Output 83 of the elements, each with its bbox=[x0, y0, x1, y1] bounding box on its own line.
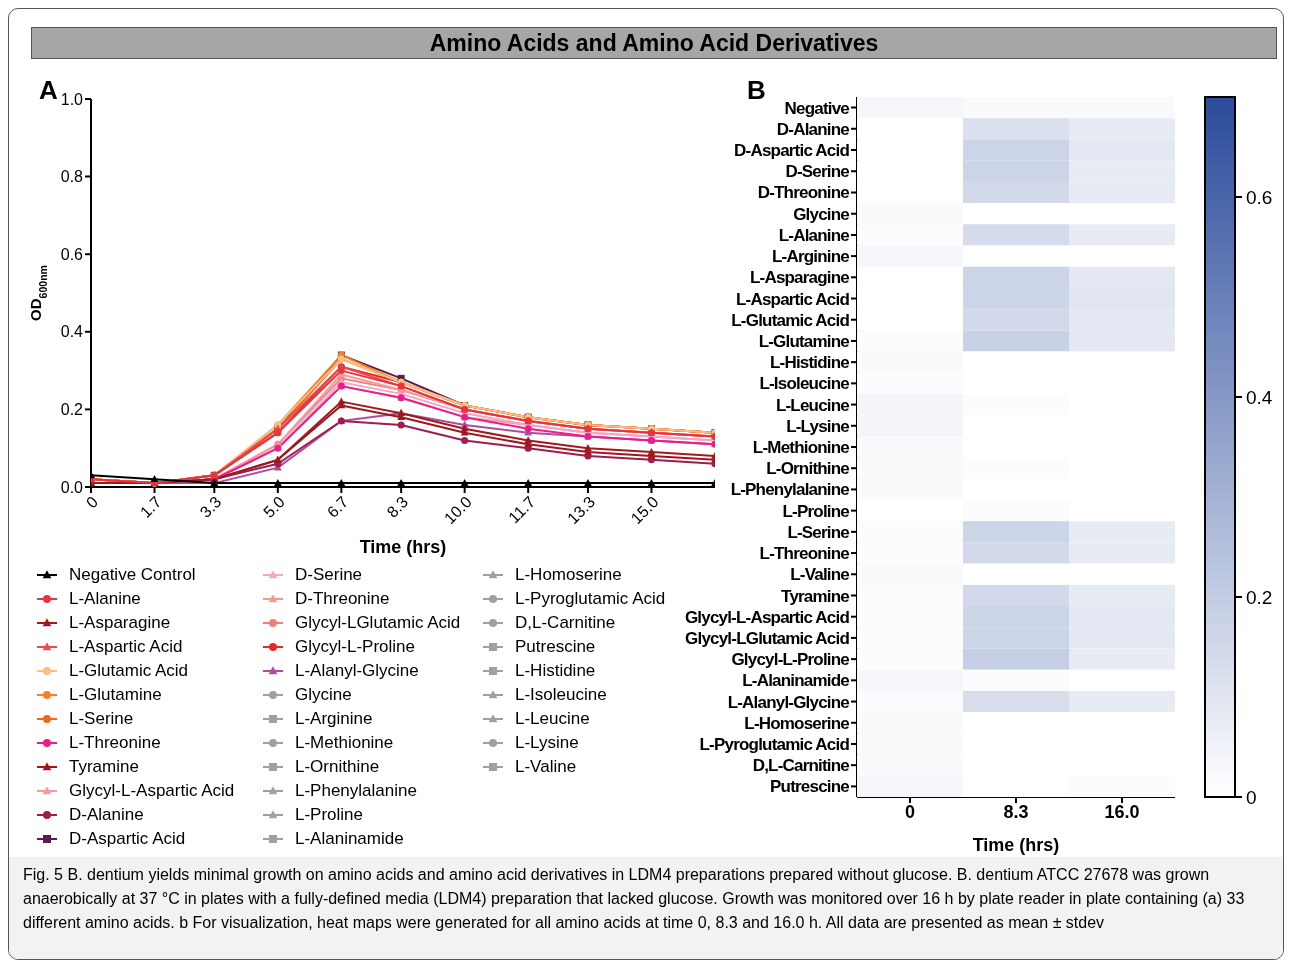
legend-label: L-Alanyl-Glycine bbox=[295, 661, 419, 681]
legend-label: Putrescine bbox=[515, 637, 596, 657]
y-tick-label: L-Isoleucine bbox=[759, 374, 850, 394]
legend-label: Glycine bbox=[295, 685, 352, 705]
x-tick-label: 8.3 bbox=[1003, 801, 1029, 822]
legend-label: L-Alaninamide bbox=[295, 829, 404, 849]
y-tick-label: 0.2 bbox=[60, 401, 84, 419]
x-tick-label: 0 bbox=[904, 801, 916, 822]
caption: Fig. 5 B. dentium yields minimal growth on amino acids and amino acid derivatives in LDM4 preparations prepared without glucose. B. dentium ATCC 27678 was grown anaerobically at 37 °C in plates with a fully-defined media (LDM4) preparation that lacked glucose. Growth was monitored over 16 h by plate reader in plate containing (a) 33 different amino acids. b For visualization, heat maps were generated for all amino acids at time 0, 8.3 and 16.0 h. All data are presented as mean ± stdev bbox=[9, 857, 1285, 961]
legend-label: L-Lysine bbox=[515, 733, 579, 753]
color-bar-label: 0 bbox=[1246, 787, 1257, 808]
legend-label: Glycyl-LGlutamic Acid bbox=[295, 613, 461, 633]
legend-label: L-Valine bbox=[515, 757, 577, 777]
x-tick-label: 0 bbox=[82, 493, 102, 512]
legend-label: L-Proline bbox=[295, 805, 364, 825]
y-tick-label: L-Proline bbox=[782, 501, 850, 521]
y-tick-label: Glycyl-L-Aspartic Acid bbox=[684, 607, 850, 627]
y-tick-label: D,L-Carnitine bbox=[752, 756, 850, 776]
y-tick-label: L-Valine bbox=[790, 565, 850, 585]
color-bar-label: 0.4 bbox=[1246, 387, 1273, 408]
text: B bbox=[747, 75, 766, 106]
legend-label: D-Threonine bbox=[295, 589, 390, 609]
y-tick-label: Putrescine bbox=[770, 777, 850, 797]
y-tick-label: L-Arginine bbox=[772, 247, 850, 267]
y-tick-label: L-Pyroglutamic Acid bbox=[699, 735, 850, 754]
y-tick-label: Tyramine bbox=[781, 586, 850, 606]
y-tick-label: D-Serine bbox=[785, 162, 850, 182]
legend-label: L-Arginine bbox=[295, 709, 373, 729]
x-tick-label: 1.7 bbox=[136, 493, 165, 521]
y-tick-label: L-Histidine bbox=[769, 353, 850, 373]
legend-label: L-Histidine bbox=[515, 661, 596, 681]
y-tick-label: D-Aspartic Acid bbox=[734, 141, 850, 161]
y-tick-label: L-Leucine bbox=[775, 395, 850, 415]
x-tick-label: 6.7 bbox=[323, 493, 352, 521]
x-tick-label: 8.3 bbox=[383, 493, 412, 521]
legend-label: Negative Control bbox=[69, 565, 196, 585]
x-tick-label: 15.0 bbox=[627, 493, 662, 528]
x-tick-label: 5.0 bbox=[260, 493, 289, 521]
y-tick-label: L-Aspartic Acid bbox=[735, 289, 850, 309]
y-tick-label: 0.8 bbox=[60, 168, 84, 186]
y-tick-label: D-Threonine bbox=[757, 183, 850, 203]
legend-label: D,L-Carnitine bbox=[515, 613, 616, 633]
legend-label: L-Leucine bbox=[515, 709, 590, 729]
color-bar-label: 0.2 bbox=[1246, 587, 1273, 608]
y-tick-label: Glycine bbox=[793, 204, 850, 224]
y-tick-label: L-Alanyl-Glycine bbox=[727, 692, 850, 712]
y-tick-label: Glycyl-L-Proline bbox=[731, 650, 850, 670]
y-tick-label: L-Serine bbox=[787, 522, 850, 542]
y-tick-label: L-Glutamic Acid bbox=[731, 310, 850, 330]
y-tick-label: D-Alanine bbox=[776, 119, 850, 139]
legend-label: Glycyl-L-Proline bbox=[295, 637, 415, 657]
text: A bbox=[39, 75, 58, 106]
y-tick-label: L-Alanine bbox=[778, 225, 850, 245]
color-bar-label: 0.6 bbox=[1246, 187, 1273, 208]
legend-label: L-Phenylalanine bbox=[295, 781, 417, 801]
y-tick-label: 0.4 bbox=[60, 323, 84, 341]
y-tick-label: 0.0 bbox=[60, 478, 84, 496]
legend-label: D-Serine bbox=[295, 565, 363, 585]
x-tick-label: 16.0 bbox=[1104, 801, 1140, 822]
legend-label: L-Isoleucine bbox=[515, 685, 607, 705]
legend-label: L-Homoserine bbox=[515, 565, 622, 585]
y-tick-label: 0.6 bbox=[60, 245, 84, 263]
y-tick-label: Negative bbox=[784, 98, 850, 118]
x-axis-title: Time (hrs) bbox=[972, 835, 1060, 855]
y-tick-label: L-Homoserine bbox=[744, 713, 850, 733]
y-tick-label: L-Methionine bbox=[752, 438, 850, 458]
legend-label: L-Methionine bbox=[295, 733, 394, 753]
chart-title: Amino Acids and Amino Acid Derivatives bbox=[31, 27, 1277, 59]
y-tick-label: L-Ornithine bbox=[766, 459, 850, 479]
y-tick-label: 1.0 bbox=[60, 90, 84, 108]
x-tick-label: 13.3 bbox=[564, 493, 599, 528]
x-axis-title: Time (hrs) bbox=[359, 537, 447, 557]
y-tick-label: L-Threonine bbox=[759, 544, 850, 564]
y-tick-label: L-Asparagine bbox=[749, 268, 850, 288]
y-tick-label: L-Lysine bbox=[786, 416, 850, 436]
legend-label: L-Pyroglutamic Acid bbox=[515, 589, 666, 609]
x-tick-label: 3.3 bbox=[196, 493, 225, 521]
y-tick-label: L-Alaninamide bbox=[742, 671, 850, 691]
x-tick-label: 10.0 bbox=[440, 493, 475, 528]
y-tick-label: L-Glutamine bbox=[758, 331, 850, 351]
y-tick-label: L-Phenylalanine bbox=[730, 480, 850, 500]
legend-label: L-Ornithine bbox=[295, 757, 380, 777]
y-tick-label: Glycyl-LGlutamic Acid bbox=[685, 628, 850, 648]
